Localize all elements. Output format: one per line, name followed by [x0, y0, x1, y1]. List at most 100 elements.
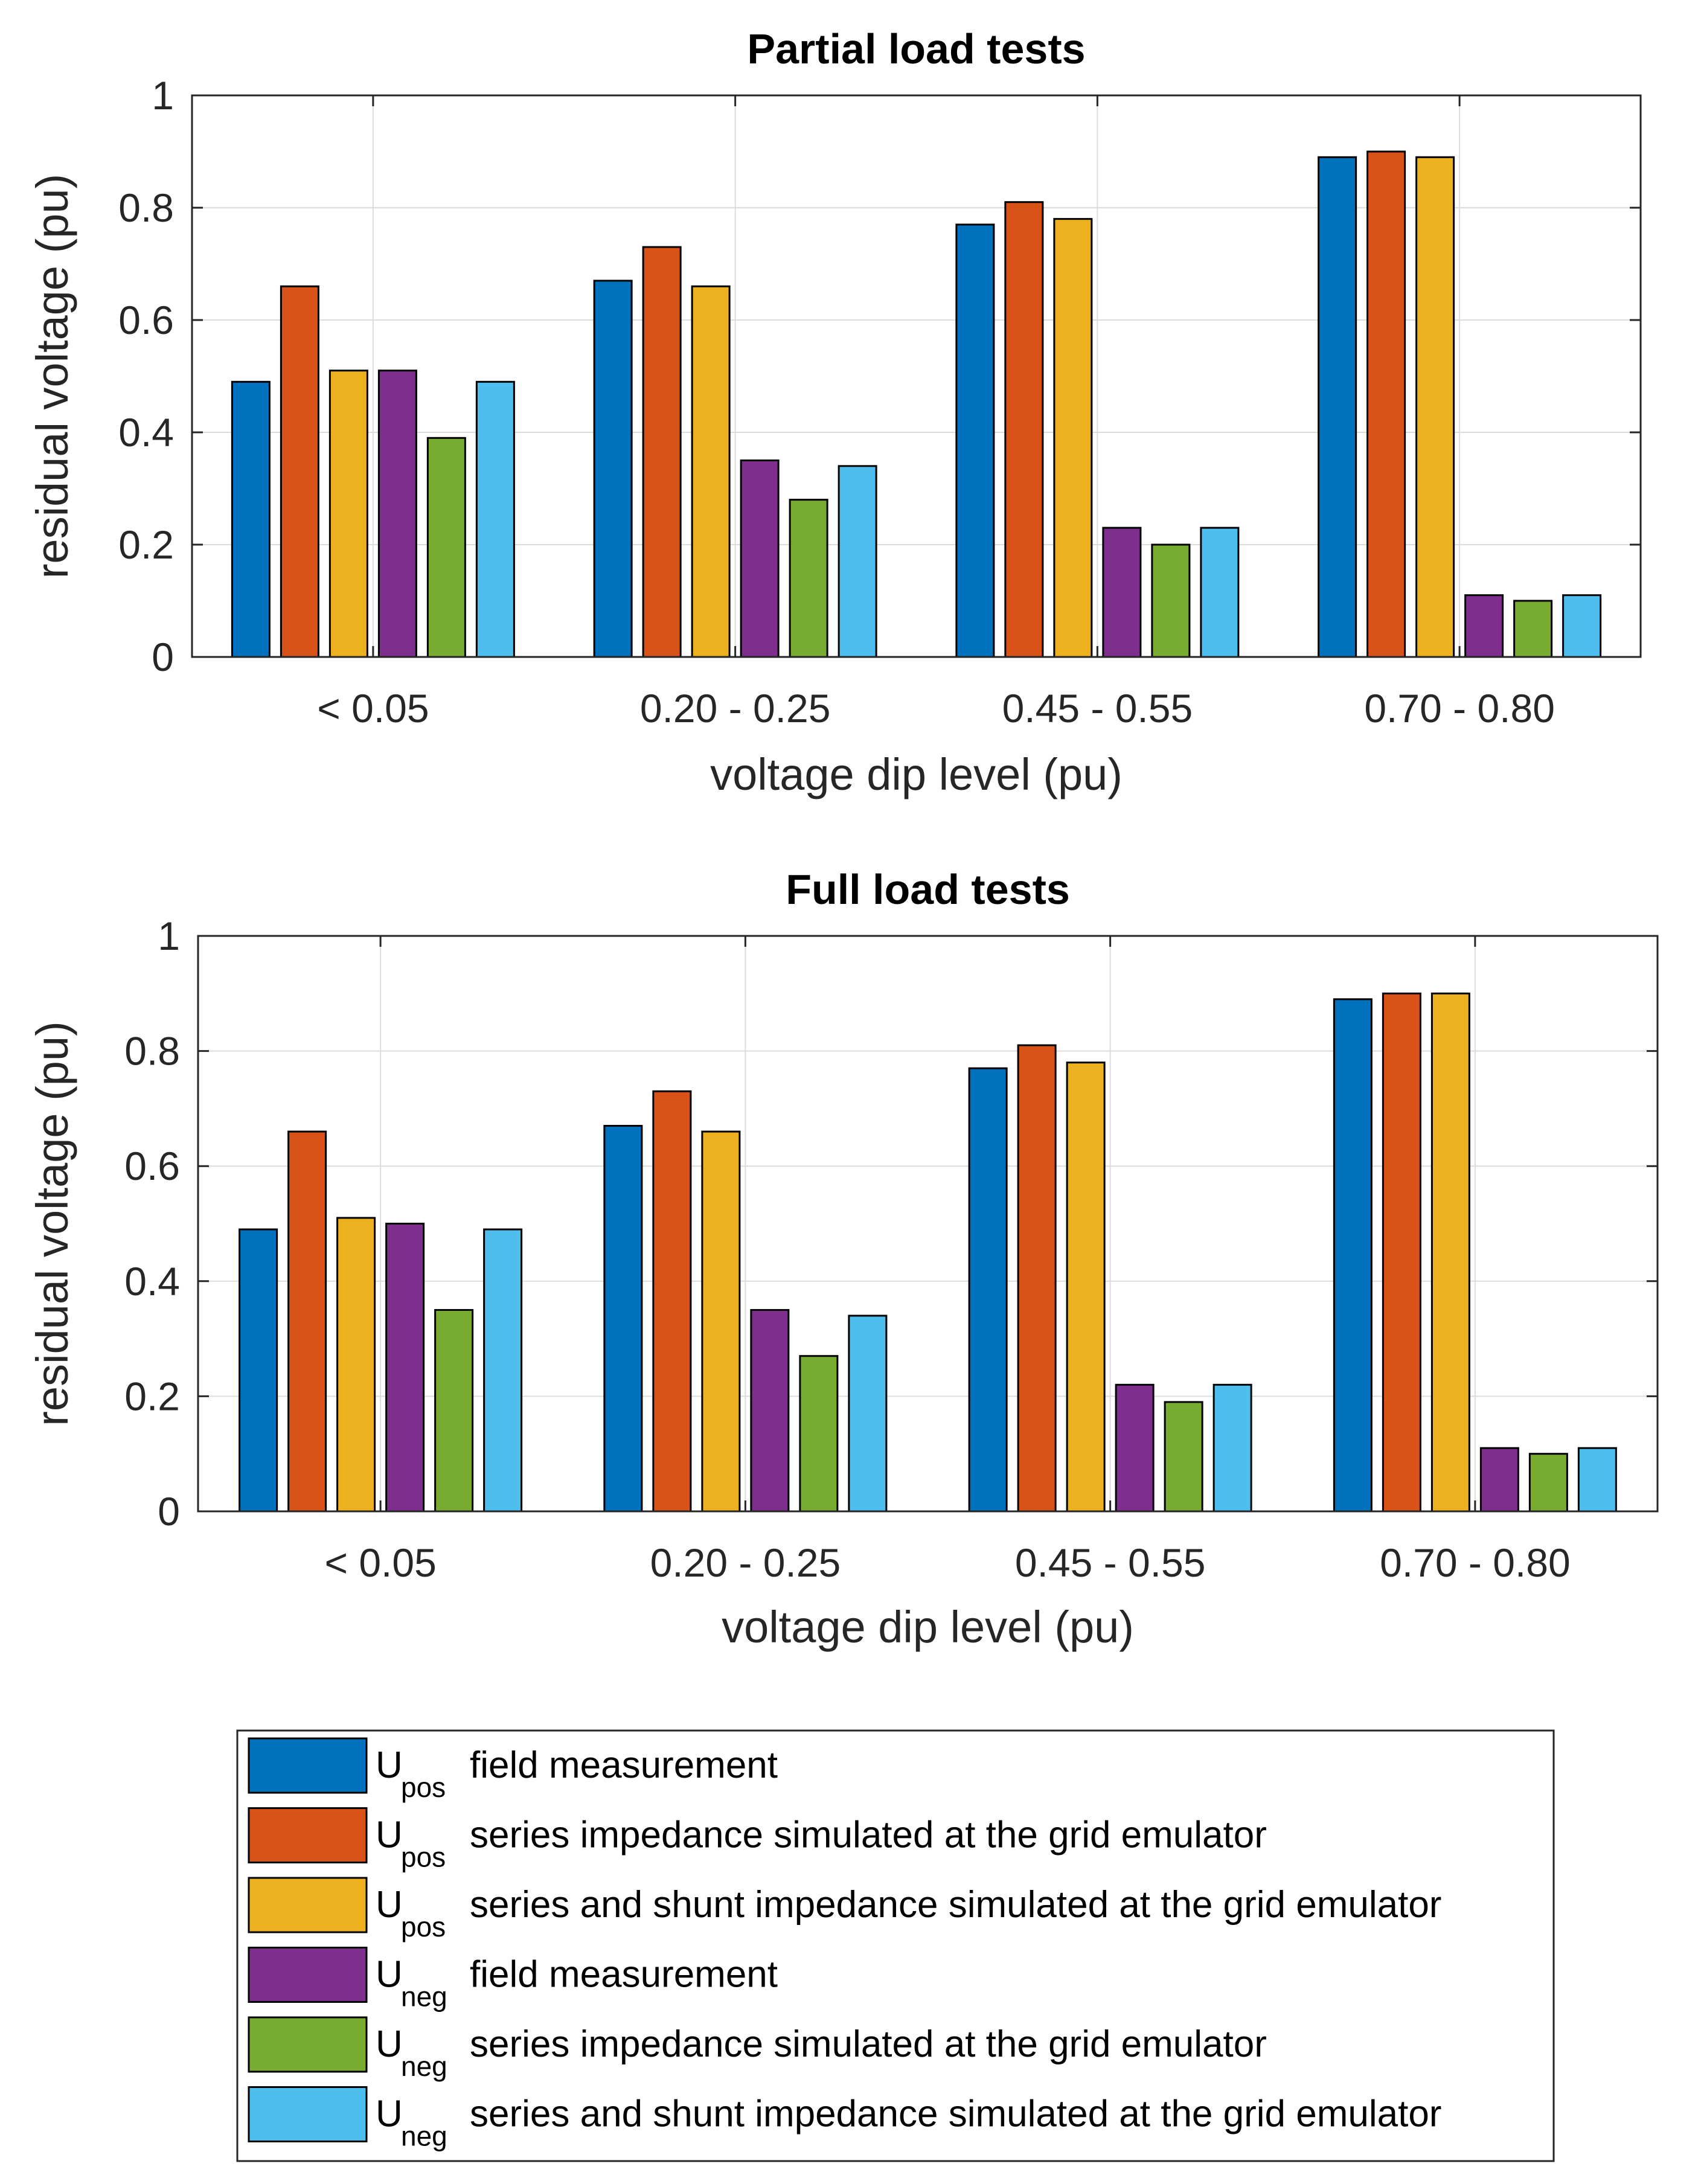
- bar-3-4: [1430, 992, 1470, 1513]
- y-tick-label: 0.8: [124, 1029, 180, 1074]
- legend-label-6: series and shunt impedance simulated at …: [470, 2093, 1441, 2135]
- legend-box: [236, 1729, 1555, 2162]
- bar-2-2: [652, 1090, 692, 1513]
- axes-frame: [197, 935, 1659, 1513]
- bar-1-3: [955, 223, 995, 658]
- bar-6-4: [1562, 594, 1602, 658]
- y-tick-label: 0.6: [124, 1144, 180, 1188]
- bar-1-2: [593, 280, 633, 658]
- bar-6-4: [1577, 1447, 1617, 1513]
- legend-symbol: U: [376, 2023, 403, 2065]
- bar-2-3: [1017, 1044, 1057, 1513]
- x-tick-label: 0.20 - 0.25: [640, 686, 831, 731]
- bar-2-1: [280, 285, 319, 658]
- chart-title: Partial load tests: [747, 25, 1085, 72]
- bar-3-2: [701, 1130, 741, 1513]
- x-tick-label: 0.20 - 0.25: [650, 1540, 841, 1585]
- bar-2-4: [1366, 150, 1406, 658]
- legend-symbol: U: [376, 1744, 403, 1786]
- axes-frame: [191, 94, 1642, 658]
- bar-3-3: [1066, 1062, 1106, 1513]
- bar-2-3: [1004, 201, 1044, 658]
- bar-5-3: [1151, 543, 1191, 658]
- x-tick-label: 0.45 - 0.55: [1002, 686, 1193, 731]
- bar-5-1: [426, 437, 466, 658]
- legend-symbol: U: [376, 2093, 403, 2135]
- bar-4-4: [1479, 1447, 1519, 1513]
- chart-title: Full load tests: [786, 866, 1070, 913]
- legend-subscript: pos: [401, 1772, 446, 1803]
- legend-subscript: neg: [401, 2051, 447, 2082]
- bar-6-2: [848, 1315, 888, 1513]
- bar-1-1: [239, 1228, 278, 1513]
- x-tick-label: < 0.05: [317, 686, 429, 731]
- x-tick-label: 0.70 - 0.80: [1380, 1540, 1571, 1585]
- bar-3-1: [328, 370, 368, 658]
- bar-5-4: [1513, 600, 1553, 658]
- bar-5-2: [799, 1355, 839, 1513]
- bar-1-4: [1333, 998, 1373, 1513]
- bar-4-2: [750, 1308, 790, 1513]
- legend-swatch-5: [248, 2016, 368, 2073]
- y-tick-label: 1: [152, 73, 174, 118]
- bar-6-1: [475, 380, 515, 658]
- y-tick-label: 0: [152, 635, 174, 679]
- legend-swatch-1: [248, 1737, 368, 1794]
- legend-symbol: U: [376, 1884, 403, 1926]
- bar-6-3: [1200, 527, 1240, 658]
- bar-1-4: [1318, 156, 1357, 658]
- bar-5-1: [434, 1308, 474, 1513]
- legend-swatch-2: [248, 1807, 368, 1863]
- y-tick-label: 0.2: [124, 1374, 180, 1418]
- legend-swatch-6: [248, 2086, 368, 2142]
- legend-label-3: series and shunt impedance simulated at …: [470, 1884, 1441, 1926]
- x-tick-label: 0.70 - 0.80: [1364, 686, 1555, 731]
- bar-4-1: [385, 1223, 425, 1513]
- bar-4-3: [1115, 1383, 1155, 1513]
- bar-6-1: [483, 1228, 523, 1513]
- bar-3-3: [1053, 218, 1093, 658]
- legend-symbol: U: [376, 1814, 403, 1856]
- bar-2-1: [287, 1130, 327, 1513]
- legend-label-1: field measurement: [470, 1744, 778, 1786]
- bar-4-4: [1464, 594, 1504, 658]
- legend-subscript: pos: [401, 1842, 446, 1873]
- bar-2-2: [642, 246, 682, 658]
- full-load-chart: 0 0.2 0.4 0.6 0.8 1 < 0.05 0.20 - 0.25 0.45 - 0.…: [27, 866, 1659, 1652]
- legend-subscript: neg: [401, 2121, 447, 2152]
- bar-2-4: [1382, 992, 1421, 1513]
- bar-1-3: [968, 1067, 1008, 1513]
- bar-4-3: [1102, 527, 1142, 658]
- bar-1-1: [231, 380, 271, 658]
- legend-label-2: series impedance simulated at the grid e…: [470, 1814, 1267, 1856]
- bar-5-3: [1164, 1401, 1203, 1513]
- bar-4-2: [740, 460, 780, 658]
- bar-5-4: [1528, 1453, 1568, 1513]
- bar-3-2: [691, 285, 731, 658]
- bar-4-1: [377, 370, 417, 658]
- bar-6-2: [838, 465, 877, 658]
- y-axis-label: residual voltage (pu): [27, 174, 77, 578]
- legend-label-4: field measurement: [470, 1954, 778, 1996]
- bar-6-3: [1212, 1383, 1252, 1513]
- y-tick-label: 0.4: [118, 410, 174, 455]
- y-axis-label: residual voltage (pu): [27, 1021, 77, 1426]
- legend-swatch-3: [248, 1877, 368, 1933]
- legend-symbol: U: [376, 1954, 403, 1996]
- bar-3-1: [336, 1217, 376, 1513]
- legend-label-5: series impedance simulated at the grid e…: [470, 2023, 1267, 2065]
- y-tick-label: 0.6: [118, 298, 174, 342]
- legend-swatch-4: [248, 1947, 368, 2003]
- bar-1-2: [603, 1124, 643, 1513]
- legend-subscript: pos: [401, 1911, 446, 1942]
- legend-subscript: neg: [401, 1981, 447, 2013]
- x-tick-label: < 0.05: [324, 1540, 436, 1585]
- y-tick-label: 1: [158, 914, 180, 958]
- bar-5-2: [789, 499, 828, 658]
- y-tick-label: 0.4: [124, 1259, 180, 1304]
- y-tick-label: 0.2: [118, 522, 174, 567]
- y-tick-label: 0.8: [118, 185, 174, 230]
- x-axis-label: voltage dip level (pu): [710, 749, 1123, 799]
